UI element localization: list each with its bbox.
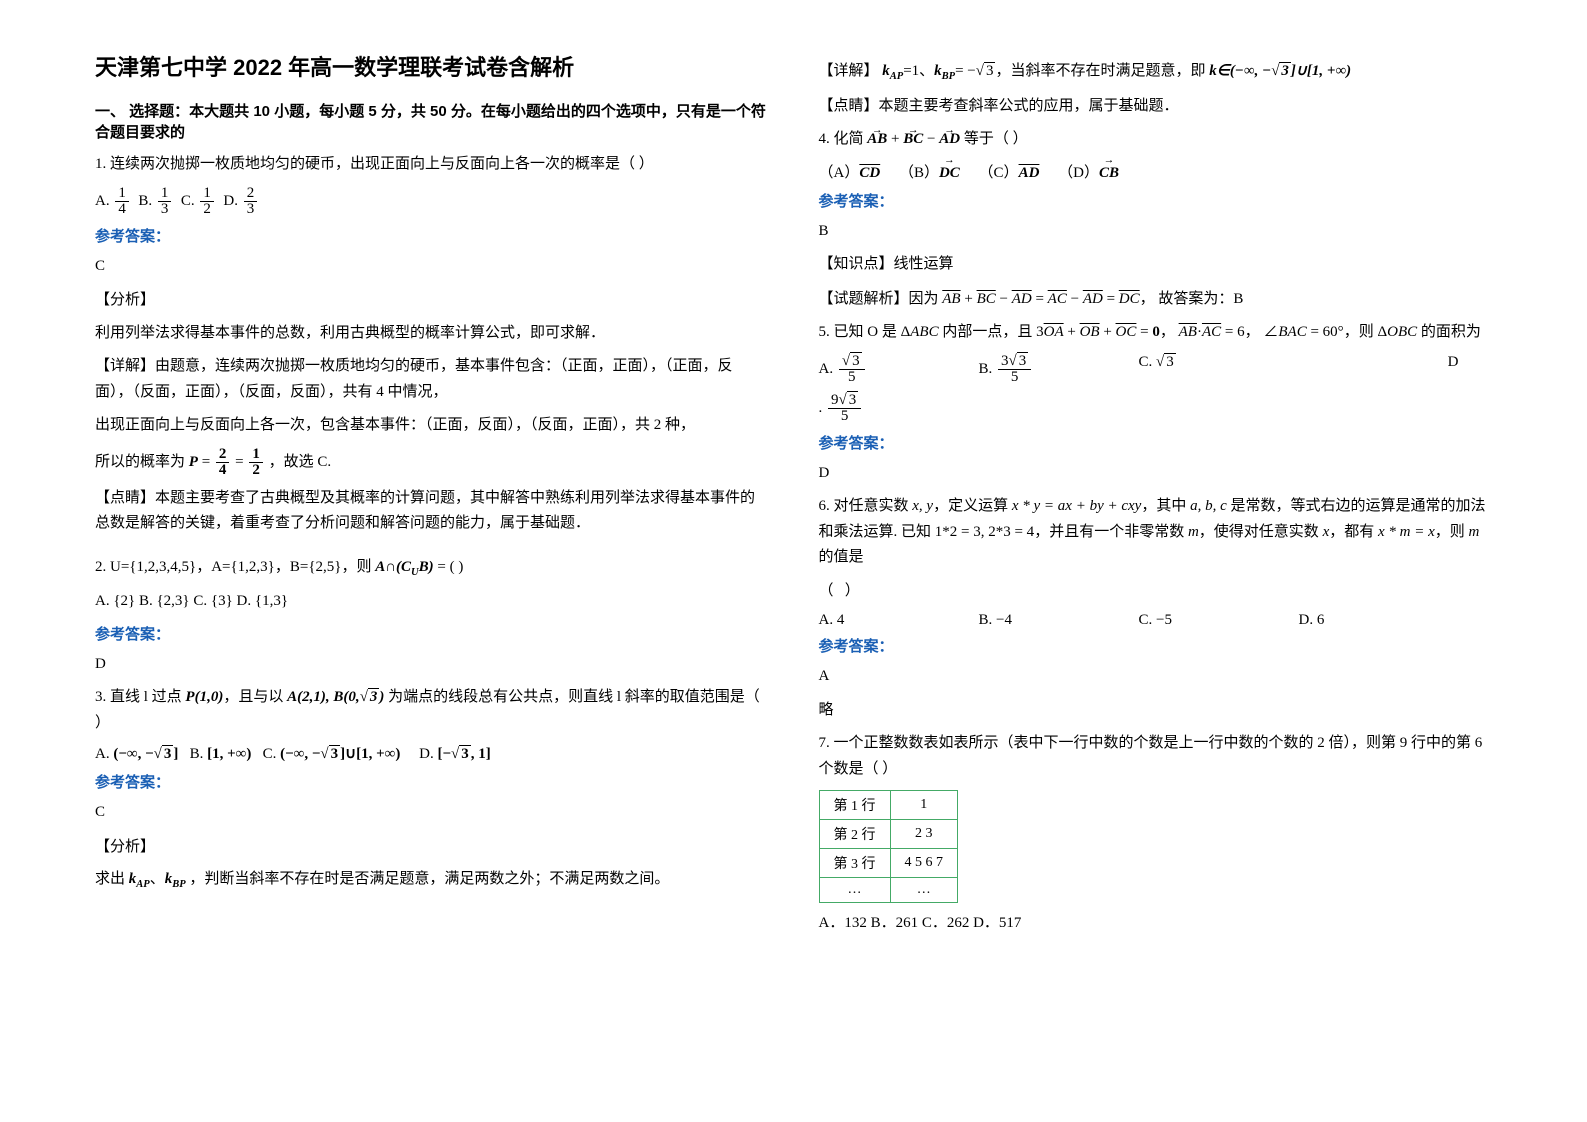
q3-analysis-label: 【分析】 [95,834,769,860]
q4-solution: 【试题解析】因为 AB + BC − AD = AC − AD = DC， 故答… [819,286,1493,313]
left-column: 天津第七中学 2022 年高一数学理联考试卷含解析 一、 选择题：本大题共 10… [95,50,769,1092]
q1-summary: 【点睛】本题主要考查了古典概型及其概率的计算问题，其中解答中熟练利用列举法求得基… [95,486,769,537]
q4-kp: 【知识点】线性运算 [819,252,1493,278]
q1-options: A. 14 B. 13 C. 12 D. 23 [95,186,769,217]
q7-table: 第 1 行1 第 2 行2 3 第 3 行4 5 6 7 …… [819,790,959,903]
table-row: 第 1 行1 [819,791,958,820]
q2-answer-label: 参考答案： [95,623,769,644]
q1-prob: 所以的概率为 P = 24 = 12 ，故选 C. [95,447,769,478]
table-row: 第 3 行4 5 6 7 [819,849,958,878]
section-1-heading: 一、 选择题：本大题共 10 小题，每小题 5 分，共 50 分。在每小题给出的… [95,100,769,142]
q3-options: A. (−∞, −√3] B. [1, +∞) C. (−∞, −√3]∪[1,… [95,744,769,763]
q4-answer-label: 参考答案： [819,190,1493,211]
q3-answer: C [95,800,769,826]
q6-answer-label: 参考答案： [819,635,1493,656]
q4-options: （A）CD （B）DC （C）AD （D）CB [819,161,1493,182]
q3-analysis: 求出 kAP、kBP ，判断当斜率不存在时是否满足题意，满足两数之外；不满足两数… [95,867,769,894]
q7-stem: 7. 一个正整数数表如表所示（表中下一行中数的个数是上一行中数的个数的 2 倍）… [819,731,1493,782]
table-row: 第 2 行2 3 [819,820,958,849]
q1-analysis-label: 【分析】 [95,287,769,313]
q2-answer: D [95,652,769,678]
q7-options: A．132 B．261 C．262 D．517 [819,911,1493,937]
q5-answer: D [819,461,1493,487]
q5-options-row1: A. √35 B. 3√35 C. √3 D [819,354,1459,385]
q2-stem: 2. U={1,2,3,4,5}，A={1,2,3}，B={2,5}，则 A∩(… [95,555,769,582]
q4-stem: 4. 化简 AB + BC − AD 等于（ ） [819,127,1493,153]
q6-brief: 略 [819,698,1493,724]
q6-stem: 6. 对任意实数 x, y，定义运算 x * y = ax + by + cxy… [819,494,1493,571]
q5-answer-label: 参考答案： [819,432,1493,453]
q1-stem: 1. 连续两次抛掷一枚质地均匀的硬币，出现正面向上与反面向上各一次的概率是（ ） [95,152,769,178]
q3-answer-label: 参考答案： [95,771,769,792]
q3-stem: 3. 直线 l 过点 P(1,0)，且与以 A(2,1), B(0,√3) 为端… [95,685,769,736]
q2-options: A. {2} B. {2,3} C. {3} D. {1,3} [95,589,769,615]
q6-options: A. 4 B. −4 C. −5 D. 6 [819,612,1459,629]
q1-detail: 【详解】由题意，连续两次抛掷一枚质地均匀的硬币，基本事件包含：（正面，正面），（… [95,354,769,405]
q1-analysis: 利用列举法求得基本事件的总数，利用古典概型的概率计算公式，即可求解． [95,321,769,347]
q4-answer: B [819,219,1493,245]
q1-answer: C [95,254,769,280]
table-row: …… [819,878,958,903]
q5-option-extra: . 9√35 [819,393,1493,424]
q5-stem: 5. 已知 O 是 ΔABC 内部一点，且 3OA + OB + OC = 0，… [819,320,1493,346]
q1-answer-label: 参考答案： [95,225,769,246]
q3-summary: 【点睛】本题主要考查斜率公式的应用，属于基础题． [819,94,1493,120]
q1-detail2: 出现正面向上与反面向上各一次，包含基本事件：（正面，反面），（反面，正面），共 … [95,413,769,439]
right-column: 【详解】 kAP=1、kBP= −√3，当斜率不存在时满足题意，即 k∈(−∞,… [819,50,1493,1092]
q3-detail: 【详解】 kAP=1、kBP= −√3，当斜率不存在时满足题意，即 k∈(−∞,… [819,58,1493,86]
page-title: 天津第七中学 2022 年高一数学理联考试卷含解析 [95,50,769,82]
q6-answer: A [819,664,1493,690]
q6-paren: （ ） [819,579,1493,605]
